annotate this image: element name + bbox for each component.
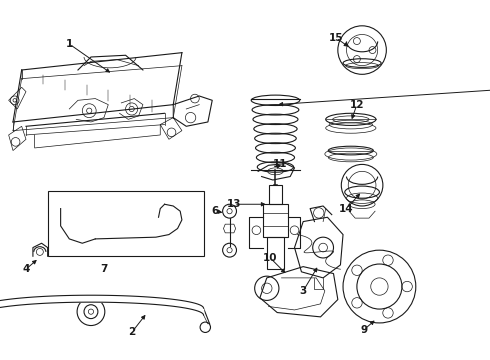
Text: 15: 15 [329, 33, 343, 43]
Text: 4: 4 [23, 264, 30, 274]
Text: 9: 9 [360, 325, 368, 335]
Bar [48, 191, 203, 256]
Text: 6: 6 [211, 206, 219, 216]
Text: 12: 12 [350, 100, 364, 110]
Text: 14: 14 [339, 204, 354, 213]
Polygon shape [0, 295, 203, 315]
Text: 2: 2 [128, 328, 135, 337]
Text: 7: 7 [100, 264, 108, 274]
Text: 13: 13 [227, 199, 241, 209]
Text: 1: 1 [66, 39, 73, 49]
Text: 10: 10 [263, 253, 277, 263]
Text: 11: 11 [272, 158, 287, 168]
Text: 3: 3 [299, 286, 307, 296]
